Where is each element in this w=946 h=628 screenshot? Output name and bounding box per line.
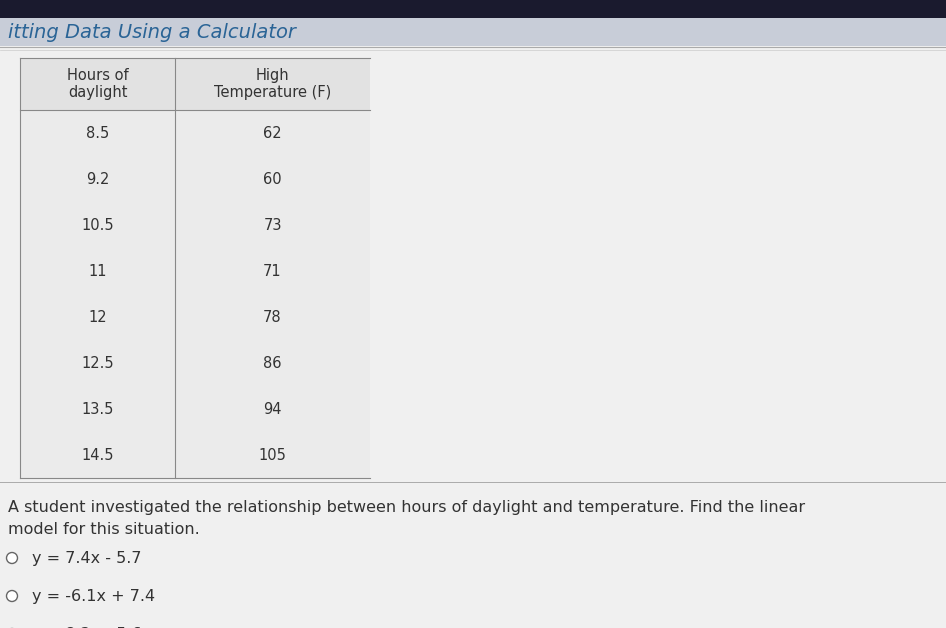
Circle shape [7,590,17,602]
Text: A student investigated the relationship between hours of daylight and temperatur: A student investigated the relationship … [8,500,805,515]
Text: 62: 62 [263,126,282,141]
Circle shape [7,553,17,563]
Text: High
Temperature (F): High Temperature (F) [214,68,331,100]
Text: 73: 73 [263,217,282,232]
Text: 13.5: 13.5 [81,401,114,416]
Text: Hours of
daylight: Hours of daylight [66,68,129,100]
Bar [0,18,946,46]
Text: 8.5: 8.5 [86,126,109,141]
Text: 71: 71 [263,264,282,278]
Text: 14.5: 14.5 [81,448,114,462]
Text: model for this situation.: model for this situation. [8,522,200,537]
Text: 12.5: 12.5 [81,355,114,371]
Bar [20,58,370,110]
Bar [0,0,946,18]
Text: 78: 78 [263,310,282,325]
Text: 10.5: 10.5 [81,217,114,232]
Text: y = -6.1x + 7.4: y = -6.1x + 7.4 [32,588,155,604]
Text: 11: 11 [88,264,107,278]
Text: 9.2: 9.2 [86,171,109,187]
Text: 94: 94 [263,401,282,416]
Text: itting Data Using a Calculator: itting Data Using a Calculator [8,23,296,41]
Text: y = 7.4x - 5.7: y = 7.4x - 5.7 [32,551,142,565]
Text: y = 8.2x - 5.6: y = 8.2x - 5.6 [32,627,142,628]
Text: 12: 12 [88,310,107,325]
Text: 60: 60 [263,171,282,187]
Bar [20,58,370,478]
Text: 86: 86 [263,355,282,371]
Text: 105: 105 [258,448,287,462]
